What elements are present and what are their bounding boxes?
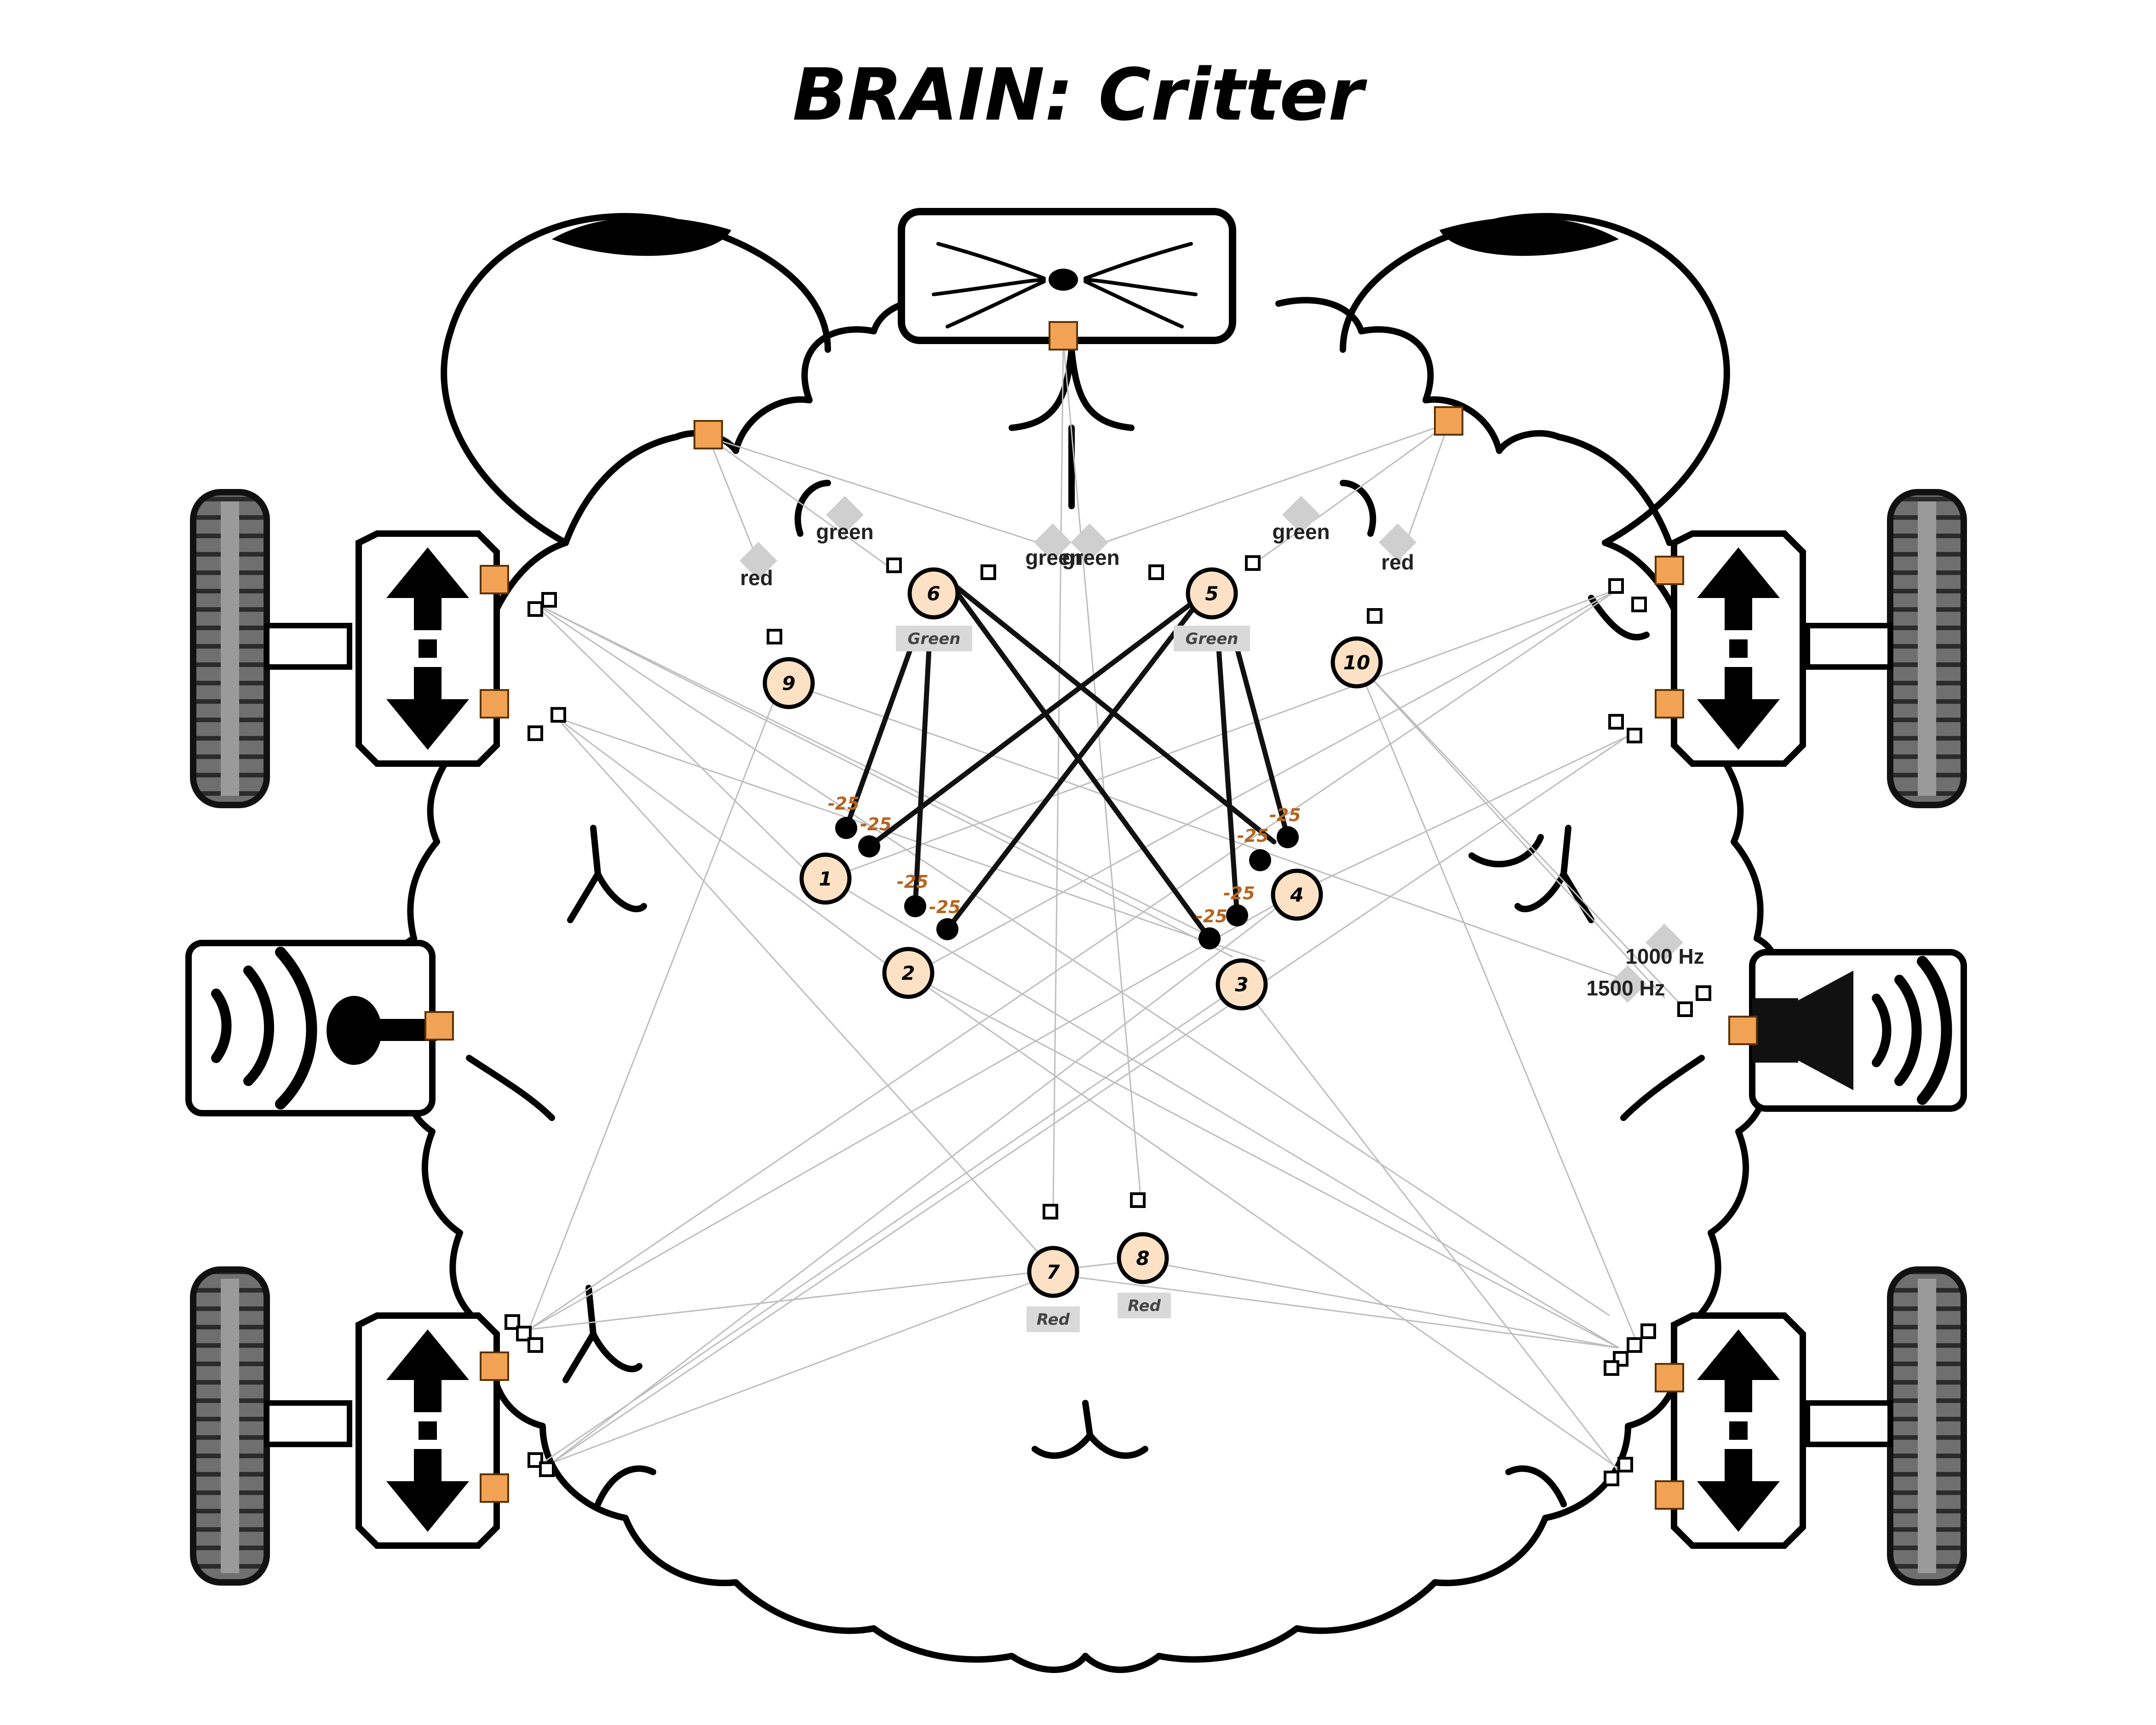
eye-left-icon [441,213,831,546]
neuron-4[interactable]: 4 [1271,868,1323,921]
neuron-label: 2 [901,962,915,984]
neuron-5[interactable]: 5 Green [1174,567,1250,651]
neuron-tag: Red [1037,1311,1070,1329]
microphone-icon [185,940,437,1116]
eye-right-icon [1340,213,1730,546]
neuron-label: 6 [927,582,940,605]
filter-label: green [816,520,873,544]
neuron-label: 3 [1235,973,1248,996]
filter-label: green [1025,546,1083,569]
neuron-label: 1 [819,868,832,890]
inhibitory-connections [843,577,1290,941]
motor-bottom-right-icon [1671,1312,1806,1549]
neuron-tag: Green [908,630,961,648]
weight-label: -25 [1269,805,1301,825]
connection-lines [528,340,1689,1473]
motor-top-left-icon [356,530,500,767]
filter-label: green [1062,546,1119,569]
filter-label: green [1272,520,1330,544]
whisker-sensor-icon [898,208,1236,344]
weight-label: -25 [1196,906,1227,926]
filter-label: red [740,566,773,590]
weight-label: -25 [1237,826,1269,846]
wheel-top-right-icon [1805,489,1967,808]
neuron-7[interactable]: 7 Red [1026,1246,1080,1332]
neuron-tag: Red [1128,1297,1161,1315]
synapse-markers [505,555,1711,1486]
inhibitory-endpoints [835,817,1299,949]
neuron-label: 5 [1205,582,1218,605]
port-eye-left[interactable] [694,420,723,449]
port-motor-tr-forward[interactable] [1655,556,1684,585]
ports[interactable] [424,321,1758,1510]
port-motor-bl-forward[interactable] [480,1351,509,1381]
port-microphone[interactable] [424,1011,454,1041]
neurons[interactable]: 6 Green 5 Green 9 10 1 2 3 [763,567,1383,1332]
neuron-tag: Green [1186,630,1239,648]
motor-top-right-icon [1671,530,1806,767]
weight-label: -25 [897,872,929,892]
filters: red green green green green red 1000 Hz … [739,495,1704,1003]
port-motor-tr-back[interactable] [1655,689,1684,719]
neuron-6[interactable]: 6 Green [896,567,972,651]
brain-outline [389,297,1782,1673]
neuron-label: 8 [1136,1247,1149,1270]
filter-label: 1500 Hz [1586,976,1665,1000]
weight-label: -25 [860,814,892,834]
neuron-label: 4 [1290,884,1303,906]
wheel-top-left-icon [190,489,352,808]
neuron-3[interactable]: 3 [1216,958,1268,1011]
neuron-8[interactable]: 8 Red [1117,1232,1171,1318]
weight-label: -25 [828,794,860,814]
neuron-label: 7 [1046,1261,1060,1283]
motor-bottom-left-icon [356,1312,500,1549]
wheel-bottom-right-icon [1805,1266,1967,1586]
weight-label: -25 [1223,883,1255,903]
speaker-icon [1749,949,1967,1112]
port-motor-tl-forward[interactable] [480,565,509,594]
port-motor-tl-back[interactable] [480,689,509,719]
neuron-label: 9 [782,672,795,695]
page-title: BRAIN: Critter [792,53,1368,137]
weight-label: -25 [929,897,961,917]
neuron-2[interactable]: 2 [882,947,935,999]
port-motor-br-back[interactable] [1655,1480,1684,1510]
neuron-1[interactable]: 1 [799,852,852,905]
port-motor-br-forward[interactable] [1655,1363,1684,1392]
weight-labels: -25 -25 -25 -25 -25 -25 -25 -25 [828,794,1301,926]
port-eye-right[interactable] [1434,406,1463,436]
neuron-10[interactable]: 10 [1330,636,1383,689]
neuron-label: 10 [1343,651,1370,674]
wheel-bottom-left-icon [190,1266,352,1586]
filter-label: red [1381,550,1414,574]
port-motor-bl-back[interactable] [480,1473,509,1503]
port-whisker[interactable] [1049,321,1078,351]
port-speaker[interactable] [1728,1016,1758,1045]
neuron-9[interactable]: 9 [763,657,815,709]
filter-label: 1000 Hz [1625,944,1704,968]
